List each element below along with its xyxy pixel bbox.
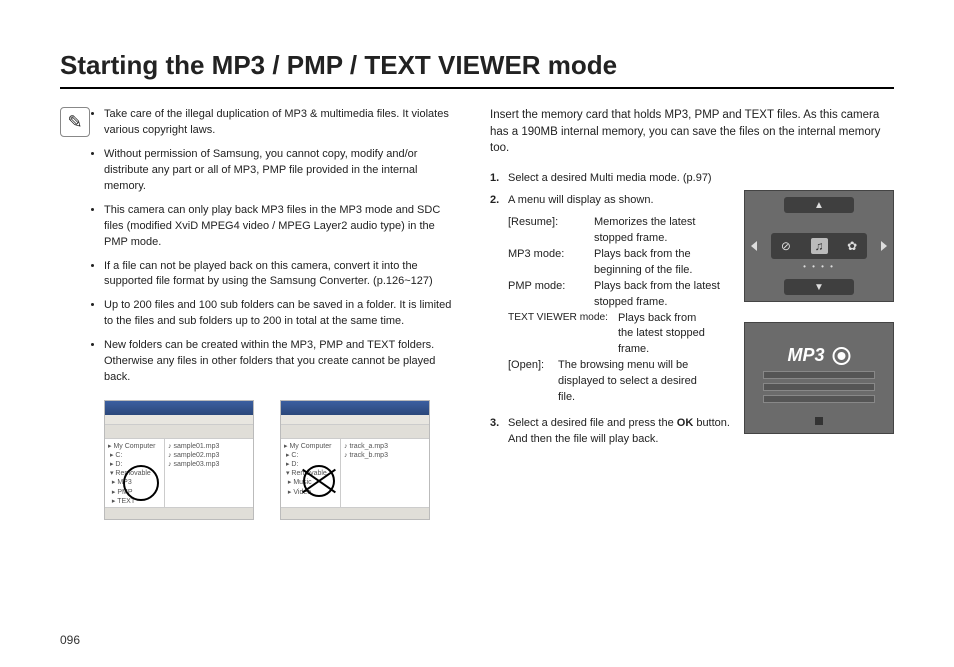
step-number: 2.	[490, 193, 508, 209]
pencil-note-icon: ✎	[60, 107, 90, 137]
nav-left-icon	[751, 241, 757, 251]
def-text: Plays back from the	[594, 247, 758, 263]
def-label-open: [Open]:	[508, 358, 558, 374]
def-text: displayed to select a desired	[558, 374, 758, 390]
page-number: 096	[60, 633, 80, 647]
def-text: stopped frame.	[594, 231, 758, 247]
def-text: stopped frame.	[594, 295, 758, 311]
def-text: beginning of the file.	[594, 263, 758, 279]
bullet-item: Take care of the illegal duplication of …	[104, 107, 460, 139]
nav-right-icon	[881, 241, 887, 251]
stop-icon	[815, 417, 823, 425]
note-bullet-list: Take care of the illegal duplication of …	[104, 107, 460, 386]
circle-valid-icon	[123, 465, 159, 501]
step-3-text: Select a desired file and press the OK b…	[508, 416, 750, 448]
camera-screen-mp3-browser: MP3	[744, 322, 894, 434]
page-title: Starting the MP3 / PMP / TEXT VIEWER mod…	[60, 50, 894, 89]
bullet-item: Up to 200 files and 100 sub folders can …	[104, 298, 460, 330]
mode-icon: ⊘	[781, 239, 791, 253]
explorer-screenshot-invalid: ▸ My Computer ▸ C: ▸ D: ▾ Removable ▸ Mu…	[280, 400, 430, 520]
headphone-icon	[833, 347, 851, 365]
figure-stack: ▲ ⊘ ♫ ✿ • • • • ▼ MP3	[744, 190, 894, 434]
explorer-screenshot-valid: ▸ My Computer ▸ C: ▸ D: ▾ Removable ▸ MP…	[104, 400, 254, 520]
def-text: the latest stopped	[618, 326, 758, 342]
bullet-item: New folders can be created within the MP…	[104, 338, 460, 386]
def-label-text-viewer: TEXT VIEWER mode:	[508, 311, 618, 327]
mode-icon: ✿	[847, 239, 857, 253]
bullet-item: This camera can only play back MP3 files…	[104, 203, 460, 251]
step-number: 1.	[490, 171, 508, 187]
mode-icon-selected: ♫	[811, 238, 828, 254]
def-text: file.	[558, 390, 758, 406]
def-text: Plays back from	[618, 311, 758, 327]
mode-icons-bar: ⊘ ♫ ✿	[771, 233, 867, 259]
def-text: frame.	[618, 342, 758, 358]
def-label-resume: [Resume]:	[508, 215, 594, 231]
bullet-item: Without permission of Samsung, you canno…	[104, 147, 460, 195]
def-text: The browsing menu will be	[558, 358, 758, 374]
nav-up-icon: ▲	[784, 197, 854, 213]
camera-screen-mode-select: ▲ ⊘ ♫ ✿ • • • • ▼	[744, 190, 894, 302]
def-text: Plays back from the latest	[594, 279, 758, 295]
def-label-pmp: PMP mode:	[508, 279, 594, 295]
intro-paragraph: Insert the memory card that holds MP3, P…	[490, 107, 894, 157]
left-column: ✎ Take care of the illegal duplication o…	[60, 107, 460, 520]
step-number: 3.	[490, 416, 508, 448]
mp3-logo: MP3	[787, 345, 850, 366]
file-list-placeholder	[763, 371, 875, 407]
circle-invalid-icon	[303, 465, 335, 497]
pager-dots: • • • •	[803, 262, 835, 271]
screenshot-row: ▸ My Computer ▸ C: ▸ D: ▾ Removable ▸ MP…	[104, 400, 460, 520]
def-text: Memorizes the latest	[594, 215, 758, 231]
bullet-item: If a file can not be played back on this…	[104, 259, 460, 291]
step-1-text: Select a desired Multi media mode. (p.97…	[508, 171, 894, 187]
def-label-mp3: MP3 mode:	[508, 247, 594, 263]
definitions-block: [Resume]:Memorizes the latest stopped fr…	[508, 215, 758, 406]
nav-down-icon: ▼	[784, 279, 854, 295]
